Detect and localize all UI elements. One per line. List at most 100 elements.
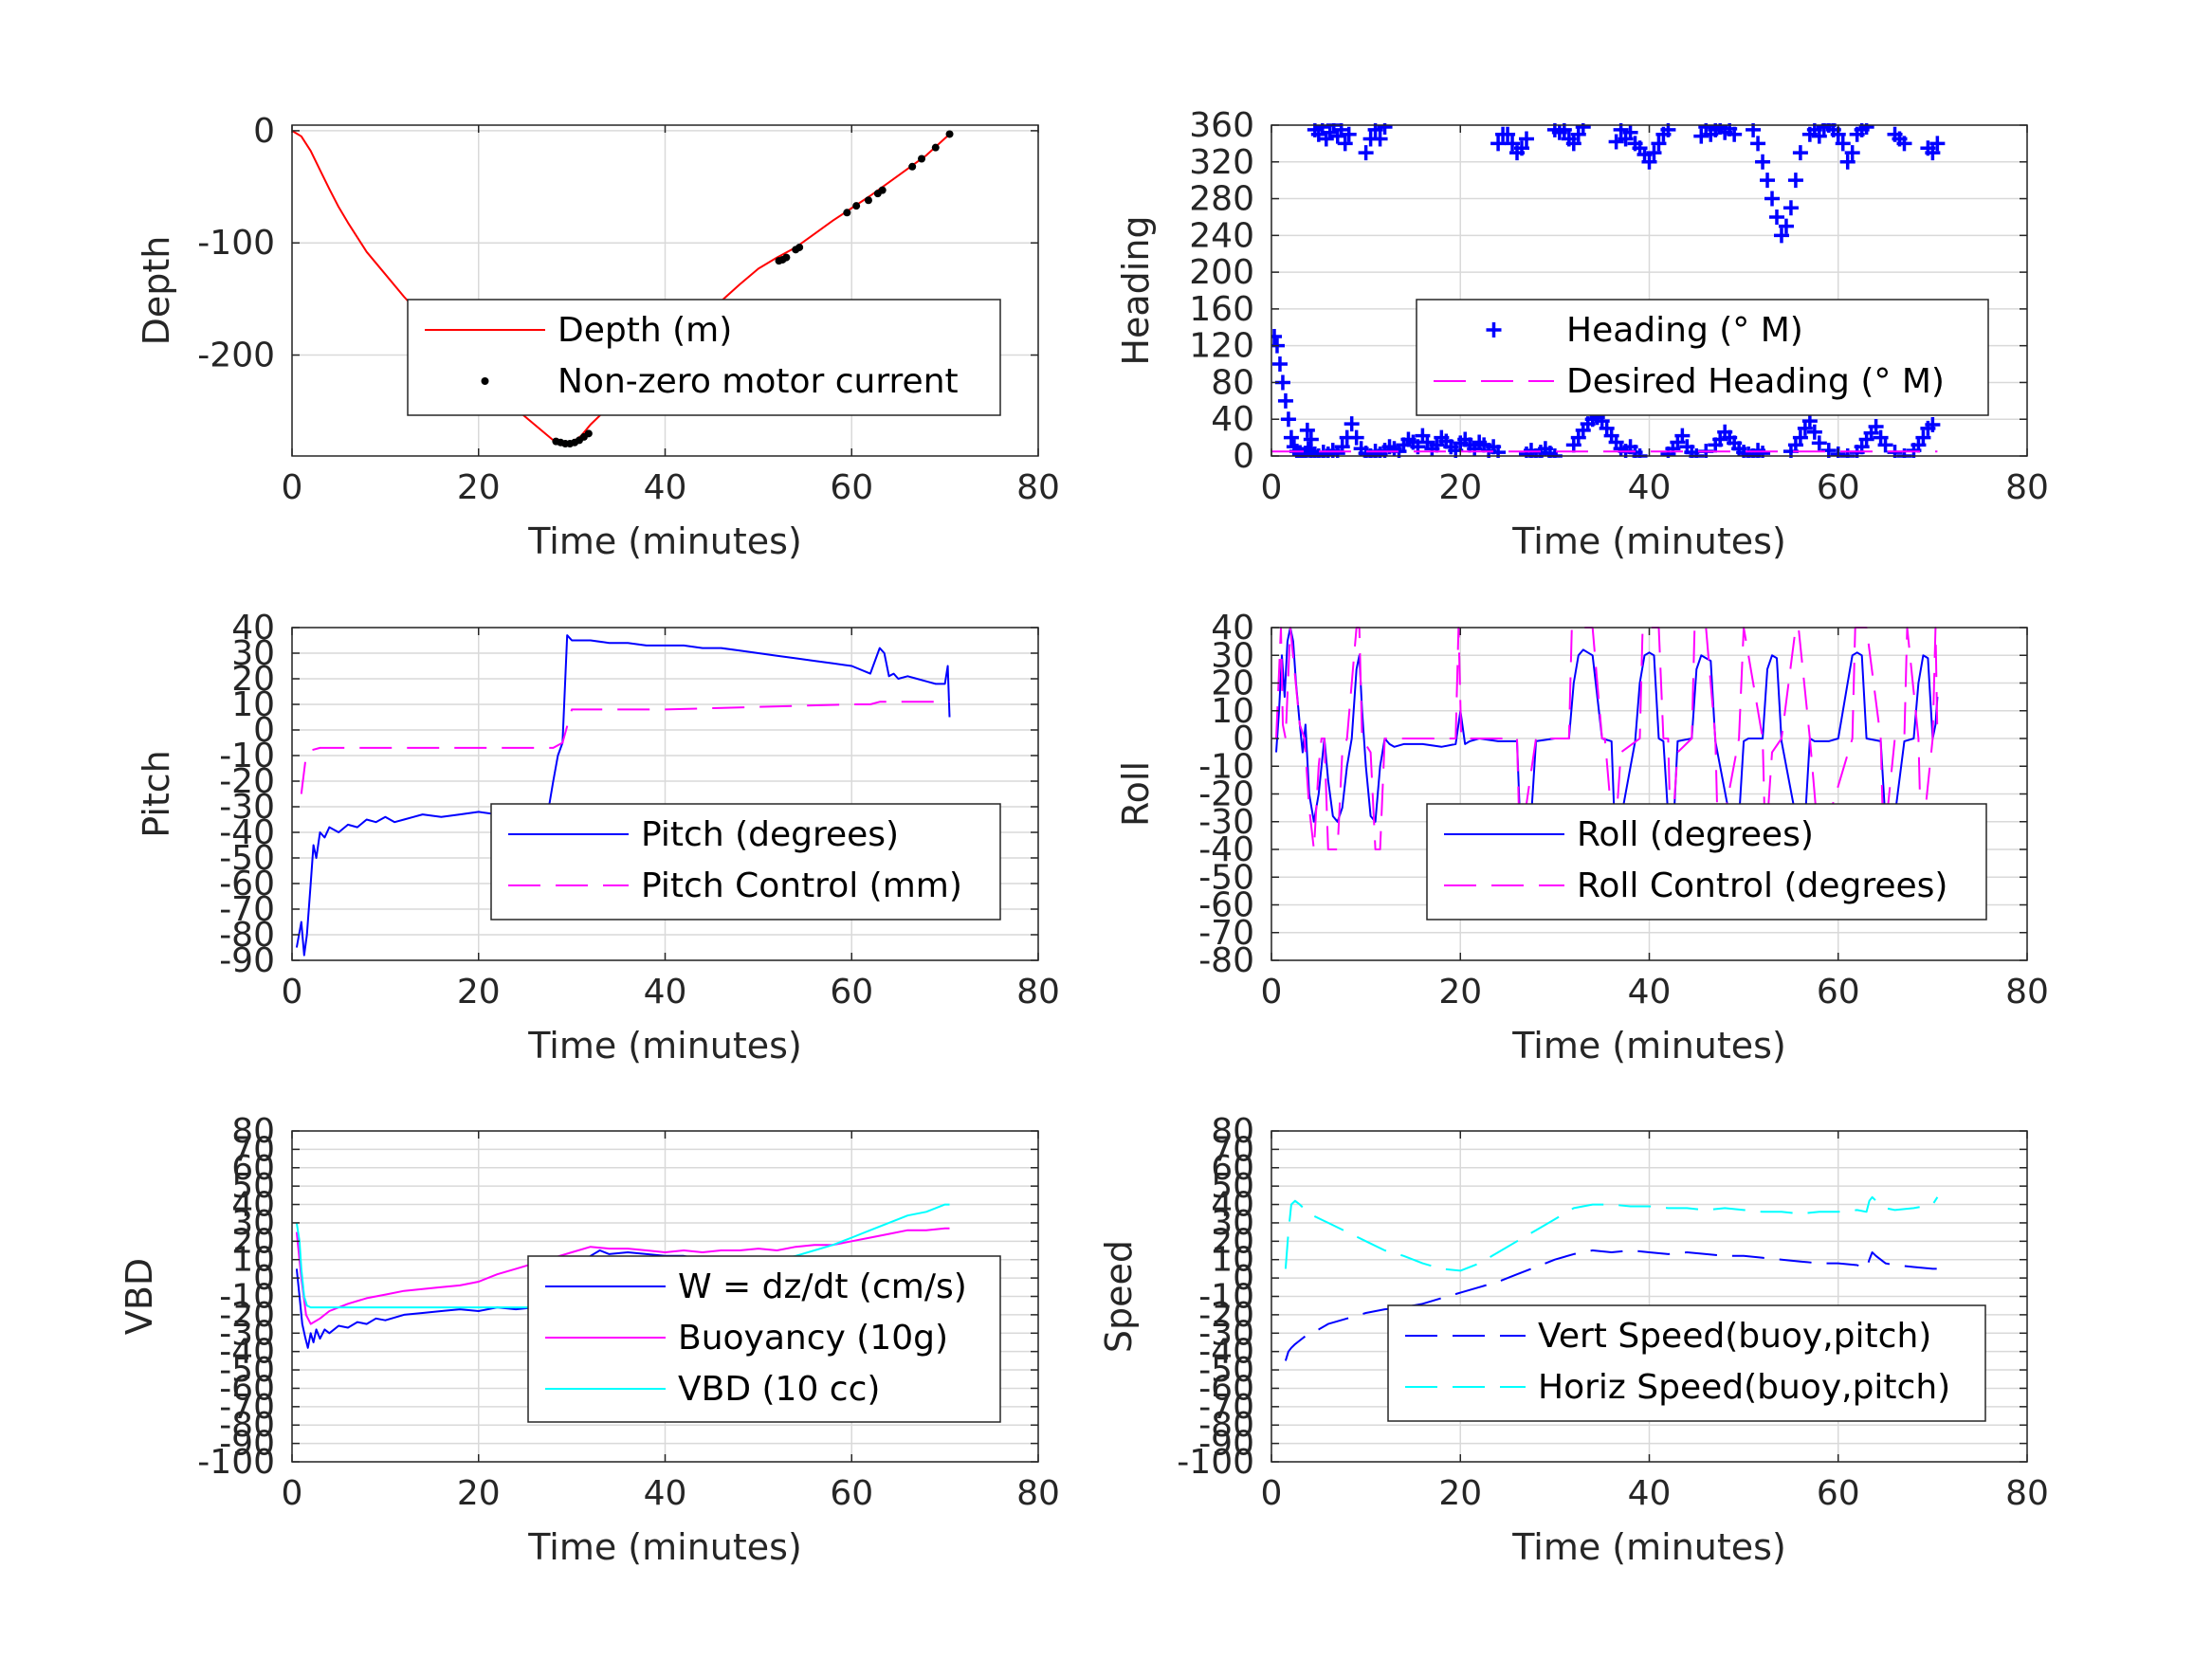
x-axis-label: Time (minutes) bbox=[527, 1025, 802, 1066]
y-tick-label: -100 bbox=[197, 224, 275, 263]
depth-series-1-point bbox=[584, 429, 593, 438]
y-axis-label: Heading bbox=[1115, 215, 1157, 365]
y-tick-label: -80 bbox=[219, 1406, 275, 1445]
x-tick-label: 60 bbox=[830, 1474, 873, 1513]
y-tick-label: 40 bbox=[1211, 400, 1254, 439]
heading-series-0-point bbox=[1782, 200, 1799, 216]
heading-series-0-point bbox=[1271, 356, 1288, 373]
heading-series-0-point bbox=[1801, 413, 1818, 429]
legend-entry-label: Pitch (degrees) bbox=[641, 815, 899, 854]
y-axis-label: Speed bbox=[1098, 1240, 1140, 1353]
legend: W = dz/dt (cm/s) Buoyancy (10g) VBD (10 cc… bbox=[527, 1255, 1001, 1423]
y-tick-label: 10 bbox=[231, 1241, 275, 1280]
roll-series-group bbox=[1275, 627, 1939, 850]
y-tick-label: 70 bbox=[231, 1130, 275, 1169]
pitch-chart: 0 20 40 60 80403020100-10-20-30-40-50-60-70-… bbox=[136, 609, 1060, 1066]
heading-series-0-point bbox=[1518, 131, 1534, 147]
x-axis-label: Time (minutes) bbox=[1511, 1025, 1786, 1066]
depth-series-1-point bbox=[864, 196, 872, 205]
x-tick-label: 80 bbox=[1016, 1474, 1060, 1513]
y-tick-label: 40 bbox=[1211, 609, 1254, 647]
y-tick-label: -20 bbox=[1198, 1296, 1254, 1335]
heading-series-0-point bbox=[1674, 428, 1691, 444]
heading-series-0-point bbox=[1575, 123, 1591, 135]
heading-series-0-point bbox=[1839, 154, 1856, 170]
y-tick-label: 20 bbox=[1211, 665, 1254, 703]
y-tick-label: 0 bbox=[253, 711, 275, 750]
x-tick-label: 80 bbox=[2005, 973, 2049, 1012]
y-tick-label: -40 bbox=[1198, 830, 1254, 869]
legend-swatch bbox=[1486, 322, 1502, 337]
depth-series-1-point bbox=[878, 186, 887, 194]
y-tick-label: 80 bbox=[1211, 363, 1254, 402]
y-tick-label: -90 bbox=[219, 941, 275, 980]
speed-chart: 0 20 40 60 8080706050403020100-10-20-30-40-5… bbox=[1098, 1112, 2049, 1568]
y-tick-label: -60 bbox=[1198, 886, 1254, 925]
legend-entry-label: Desired Heading (° M) bbox=[1566, 362, 1945, 401]
depth-series-1-point bbox=[918, 155, 926, 163]
y-tick-label: -10 bbox=[219, 1278, 275, 1317]
heading-series-0-point bbox=[1271, 328, 1282, 344]
heading-series-0-point bbox=[1490, 136, 1507, 152]
heading-series-0-point bbox=[1755, 446, 1771, 458]
heading-series-0-point bbox=[1792, 145, 1808, 161]
y-tick-label: -10 bbox=[1198, 1278, 1254, 1317]
y-tick-label: -50 bbox=[1198, 858, 1254, 897]
heading-series-0-point bbox=[1641, 154, 1657, 170]
heading-series-0-point bbox=[1358, 145, 1374, 161]
legend: Roll (degrees) Roll Control (degrees) bbox=[1426, 803, 1987, 921]
y-tick-label: -50 bbox=[219, 1351, 275, 1390]
y-tick-label: -20 bbox=[219, 762, 275, 801]
legend-box bbox=[527, 1255, 1001, 1423]
heading-series-0-point bbox=[1283, 429, 1299, 446]
y-tick-label: 240 bbox=[1189, 216, 1254, 255]
y-tick-label: 60 bbox=[231, 1149, 275, 1188]
legend-entry-label: Roll Control (degrees) bbox=[1577, 866, 1947, 905]
heading-series-0-point bbox=[1925, 145, 1941, 161]
y-tick-label: 160 bbox=[1189, 290, 1254, 329]
heading-series-0-point bbox=[1773, 228, 1789, 244]
x-tick-label: 0 bbox=[282, 973, 303, 1012]
heading-series-0-point bbox=[1514, 140, 1530, 156]
x-tick-label: 80 bbox=[2005, 1474, 2049, 1513]
y-tick-label: 30 bbox=[1211, 636, 1254, 675]
heading-series-0-point bbox=[1608, 134, 1624, 150]
legend-entry-label: Pitch Control (mm) bbox=[641, 866, 962, 905]
heading-series-0-point bbox=[1778, 218, 1794, 234]
heading-series-0-point bbox=[1377, 123, 1393, 135]
speed-series-1-line bbox=[1284, 1195, 1939, 1272]
y-tick-label: 70 bbox=[1211, 1130, 1254, 1169]
heading-series-0-point bbox=[1755, 154, 1771, 170]
heading-series-0-point bbox=[1280, 411, 1296, 428]
heading-series-0-point bbox=[1565, 136, 1581, 152]
heading-series-0-point bbox=[1868, 418, 1884, 434]
heading-series-0-point bbox=[1299, 422, 1315, 438]
y-axis-label: Roll bbox=[1115, 761, 1157, 827]
heading-series-0-point bbox=[1787, 173, 1803, 189]
y-tick-label: 20 bbox=[231, 1222, 275, 1261]
x-tick-label: 60 bbox=[1817, 973, 1860, 1012]
heading-series-0-point bbox=[1768, 209, 1784, 225]
y-tick-label: 0 bbox=[1233, 1259, 1254, 1298]
x-tick-label: 80 bbox=[2005, 468, 2049, 507]
y-axis-label: VBD bbox=[119, 1258, 160, 1335]
legend-entry-label: Non-zero motor current bbox=[558, 362, 959, 401]
depth-series-1-point bbox=[795, 243, 804, 251]
y-tick-label: -10 bbox=[219, 737, 275, 775]
heading-series-0-point bbox=[1929, 136, 1946, 152]
pitch-series-0-line bbox=[295, 634, 951, 957]
x-tick-label: 40 bbox=[1628, 973, 1672, 1012]
y-tick-label: 320 bbox=[1189, 143, 1254, 182]
legend-box bbox=[407, 299, 1001, 416]
depth-series-1-point bbox=[931, 143, 940, 152]
y-tick-label: -70 bbox=[219, 890, 275, 929]
y-tick-label: -40 bbox=[219, 813, 275, 852]
heading-series-0-point bbox=[1341, 126, 1357, 142]
y-tick-label: -60 bbox=[1198, 1369, 1254, 1408]
pitch-series-group bbox=[295, 634, 951, 957]
y-tick-label: 50 bbox=[1211, 1167, 1254, 1206]
heading-series-0-point bbox=[1303, 431, 1319, 447]
y-tick-label: -50 bbox=[219, 839, 275, 878]
heading-series-0-point bbox=[1896, 136, 1912, 152]
y-tick-label: -60 bbox=[219, 865, 275, 903]
